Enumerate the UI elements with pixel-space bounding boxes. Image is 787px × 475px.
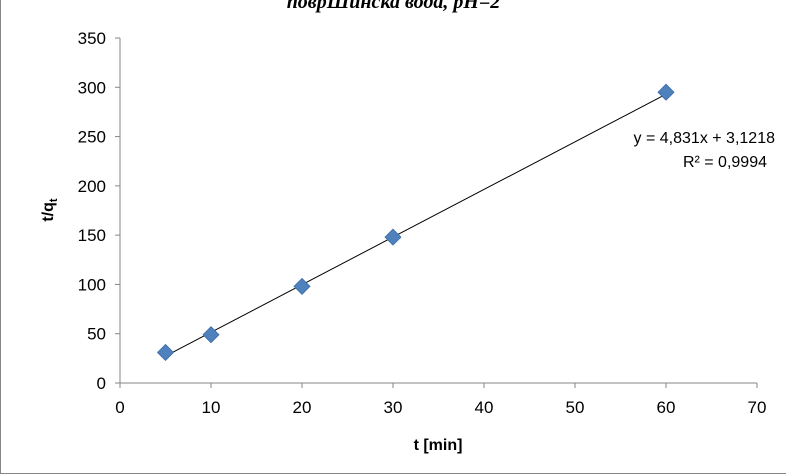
y-tick-label: 250 xyxy=(78,128,106,147)
y-tick-label: 350 xyxy=(78,29,106,48)
y-tick-label: 300 xyxy=(78,78,106,97)
y-tick-label: 50 xyxy=(87,325,106,344)
data-point xyxy=(293,277,311,295)
x-tick-label: 50 xyxy=(566,398,585,417)
y-tick-label: 150 xyxy=(78,226,106,245)
trendline xyxy=(165,93,667,357)
y-axis-label-main: t/q xyxy=(40,202,57,222)
x-tick-label: 70 xyxy=(748,398,767,417)
x-ticks: 0 10 20 30 40 50 60 70 xyxy=(115,383,766,417)
data-point xyxy=(657,83,675,101)
x-axis-label: t [min] xyxy=(414,437,463,454)
data-point xyxy=(156,343,175,362)
y-axis-label-sub: t xyxy=(48,198,60,202)
y-ticks: 0 50 100 150 200 250 300 350 xyxy=(78,29,120,393)
x-tick-label: 30 xyxy=(384,398,403,417)
trendline-r2: R² = 0,9994 xyxy=(683,154,767,171)
data-points xyxy=(156,83,675,362)
x-tick-label: 40 xyxy=(475,398,494,417)
data-point xyxy=(202,326,220,344)
y-tick-label: 0 xyxy=(97,374,106,393)
data-point xyxy=(384,228,402,246)
y-tick-label: 200 xyxy=(78,177,106,196)
chart-title: поврШинска вода, pH=2 xyxy=(286,0,501,13)
trendline-equation: y = 4,831x + 3,1218 xyxy=(634,130,776,147)
x-tick-label: 20 xyxy=(293,398,312,417)
x-tick-label: 60 xyxy=(657,398,676,417)
x-tick-label: 10 xyxy=(202,398,221,417)
y-axis-label: t/qt xyxy=(40,198,60,222)
y-tick-label: 100 xyxy=(78,275,106,294)
axes xyxy=(119,38,757,384)
x-tick-label: 0 xyxy=(115,398,124,417)
